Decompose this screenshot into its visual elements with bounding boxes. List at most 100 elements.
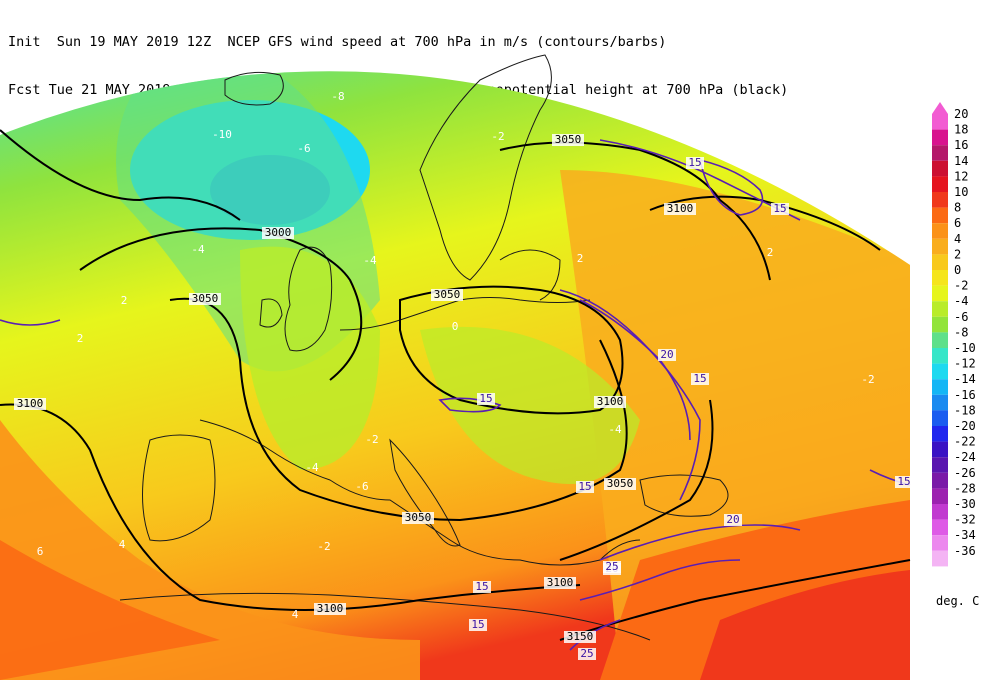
height-contour-label: 3050	[405, 511, 432, 524]
legend-swatch	[932, 535, 948, 551]
wind-contour-label: 25	[605, 560, 618, 573]
height-contour-label: 3050	[555, 133, 582, 146]
legend-tick-label: 18	[954, 123, 968, 137]
wind-contour-label: 15	[471, 618, 484, 631]
legend-swatch	[932, 441, 948, 458]
legend-tick-label: -30	[954, 497, 976, 511]
temperature-contour-label: -2	[317, 540, 330, 553]
height-contour-label: 3100	[547, 576, 574, 589]
legend-swatch	[932, 363, 948, 380]
legend-swatch	[932, 488, 948, 504]
legend-swatch	[932, 348, 948, 364]
wind-contour-label: 15	[773, 202, 786, 215]
legend-tick-label: 20	[954, 107, 968, 121]
wind-contour-label: 15	[475, 580, 488, 593]
legend-tick-label: 6	[954, 216, 961, 230]
legend-swatch	[932, 129, 948, 146]
legend-swatch	[932, 550, 948, 567]
temperature-contour-label: 2	[77, 332, 84, 345]
wind-contour-label: 15	[897, 475, 910, 488]
legend-arrow-top	[932, 102, 948, 114]
legend-tick-label: -4	[954, 294, 968, 308]
temperature-contour-label: -4	[363, 254, 377, 267]
height-contour-label: 3100	[667, 202, 694, 215]
legend-swatch	[932, 207, 948, 224]
temperature-contour-label: 2	[577, 252, 584, 265]
legend-swatch	[932, 410, 948, 426]
height-contour-label: 3100	[317, 602, 344, 615]
legend-tick-label: -8	[954, 325, 968, 339]
temperature-contour-label: 4	[292, 608, 299, 621]
height-contour-label: 3050	[607, 477, 634, 490]
legend-swatch	[932, 270, 948, 286]
temperature-contour-label: -4	[608, 423, 622, 436]
legend-tick-label: 16	[954, 138, 968, 152]
contour-labels: 3050 3050 3050 3050 3100 3100 3100 3100 3100 3150…	[14, 72, 913, 660]
legend-units: deg. C	[936, 594, 980, 608]
legend-swatch	[932, 426, 948, 442]
temperature-contour-label: -2	[365, 433, 378, 446]
legend-tick-label: -28	[954, 481, 976, 495]
legend-tick-label: -12	[954, 357, 976, 371]
height-contour-label: 3100	[597, 395, 624, 408]
legend-swatch	[932, 114, 948, 130]
legend-swatch	[932, 301, 948, 317]
wind-contour-label: 25	[580, 647, 593, 660]
legend-swatch	[932, 223, 948, 239]
temperature-contour-label: -6	[355, 480, 368, 493]
legend-tick-label: -22	[954, 435, 976, 449]
legend-swatch	[932, 332, 948, 348]
wind-contour-label: 15	[688, 156, 701, 169]
legend-tick-label: -18	[954, 403, 976, 417]
temperature-contour-label: -8	[331, 90, 344, 103]
temperature-contour-label: -4	[305, 461, 319, 474]
legend-swatch	[932, 192, 948, 208]
height-contour-label: 3150	[567, 630, 594, 643]
legend-tick-label: -14	[954, 372, 976, 386]
legend-tick-label: -2	[954, 279, 968, 293]
legend-tick-label: 12	[954, 169, 968, 183]
legend-swatch	[932, 457, 948, 473]
legend-tick-label: 8	[954, 201, 961, 215]
temperature-contour-label: 2	[121, 294, 128, 307]
legend-colorbar: 20181614121086420-2-4-6-8-10-12-14-16-18…	[932, 102, 976, 567]
legend-swatch	[932, 519, 948, 536]
legend-swatch	[932, 145, 948, 161]
coastlines	[119, 54, 729, 641]
wind-contour-label: 20	[726, 513, 739, 526]
legend-tick-label: -32	[954, 513, 976, 527]
legend-tick-label: -10	[954, 341, 976, 355]
legend-tick-label: -16	[954, 388, 976, 402]
height-contour-label: 3050	[434, 288, 461, 301]
legend-swatch	[932, 316, 948, 333]
legend-tick-label: 2	[954, 247, 961, 261]
height-contour-label: 3000	[265, 226, 292, 239]
temperature-legend: 20 18 16 14 12 10 8 6 4 2 0 -2 -4 -6 -8 -10 -12 -14 -16 -18…	[930, 102, 990, 576]
temperature-contour-label: -6	[297, 142, 310, 155]
legend-swatch	[932, 285, 948, 302]
legend-swatch	[932, 394, 948, 411]
temperature-contour-label: 2	[767, 246, 774, 259]
temperature-contour-label: -2	[861, 373, 874, 386]
temperature-contour-label: -2	[491, 130, 504, 143]
temperature-contour-label: -10	[656, 73, 676, 86]
legend-swatch	[932, 176, 948, 192]
legend-tick-label: -6	[954, 310, 968, 324]
legend-tick-label: -20	[954, 419, 976, 433]
legend-tick-label: -24	[954, 450, 976, 464]
legend-swatch	[932, 379, 948, 395]
legend-tick-label: -26	[954, 466, 976, 480]
wind-contour-label: 15	[578, 480, 591, 493]
temperature-contour-label: 6	[37, 545, 44, 558]
temperature-contour-label: -4	[191, 243, 205, 256]
height-contour-label: 3050	[192, 292, 219, 305]
wind-contour-label: 20	[660, 348, 673, 361]
legend-tick-label: 14	[954, 154, 968, 168]
header-line-init: Init Sun 19 MAY 2019 12Z NCEP GFS wind s…	[8, 34, 667, 50]
legend-swatch	[932, 504, 948, 520]
temperature-contour-label: -8	[601, 72, 614, 85]
legend-tick-label: 10	[954, 185, 968, 199]
